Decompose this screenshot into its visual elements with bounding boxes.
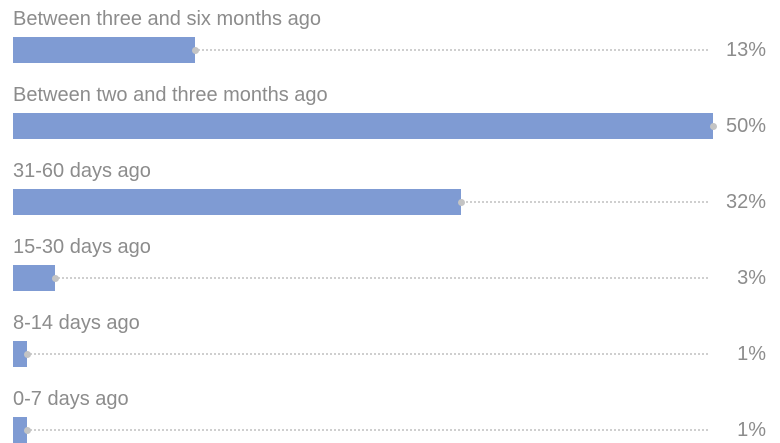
- value-label: 32%: [725, 191, 766, 213]
- value-marker-dot: [51, 274, 59, 282]
- category-label: 15-30 days ago: [13, 236, 151, 258]
- category-label: 8-14 days ago: [13, 312, 140, 334]
- bar: [13, 341, 27, 367]
- leader-line: [461, 201, 708, 203]
- value-label: 3%: [737, 267, 766, 289]
- value-marker-dot: [457, 198, 465, 206]
- value-marker-dot: [23, 426, 31, 434]
- leader-line: [195, 49, 708, 51]
- value-label: 1%: [737, 343, 766, 365]
- value-marker-dot: [23, 350, 31, 358]
- value-marker-dot: [191, 46, 199, 54]
- leader-line: [55, 277, 708, 279]
- category-label: 31-60 days ago: [13, 160, 151, 182]
- category-label: Between two and three months ago: [13, 84, 328, 106]
- bar: [13, 189, 461, 215]
- value-label: 13%: [725, 39, 766, 61]
- category-label: 0-7 days ago: [13, 388, 129, 410]
- bar: [13, 265, 55, 291]
- bar: [13, 417, 27, 443]
- value-marker-dot: [709, 122, 717, 130]
- leader-line: [27, 353, 708, 355]
- bar: [13, 37, 195, 63]
- value-label: 1%: [737, 419, 766, 441]
- value-label: 50%: [725, 115, 766, 137]
- bar: [13, 113, 713, 139]
- category-label: Between three and six months ago: [13, 8, 321, 30]
- leader-line: [27, 429, 708, 431]
